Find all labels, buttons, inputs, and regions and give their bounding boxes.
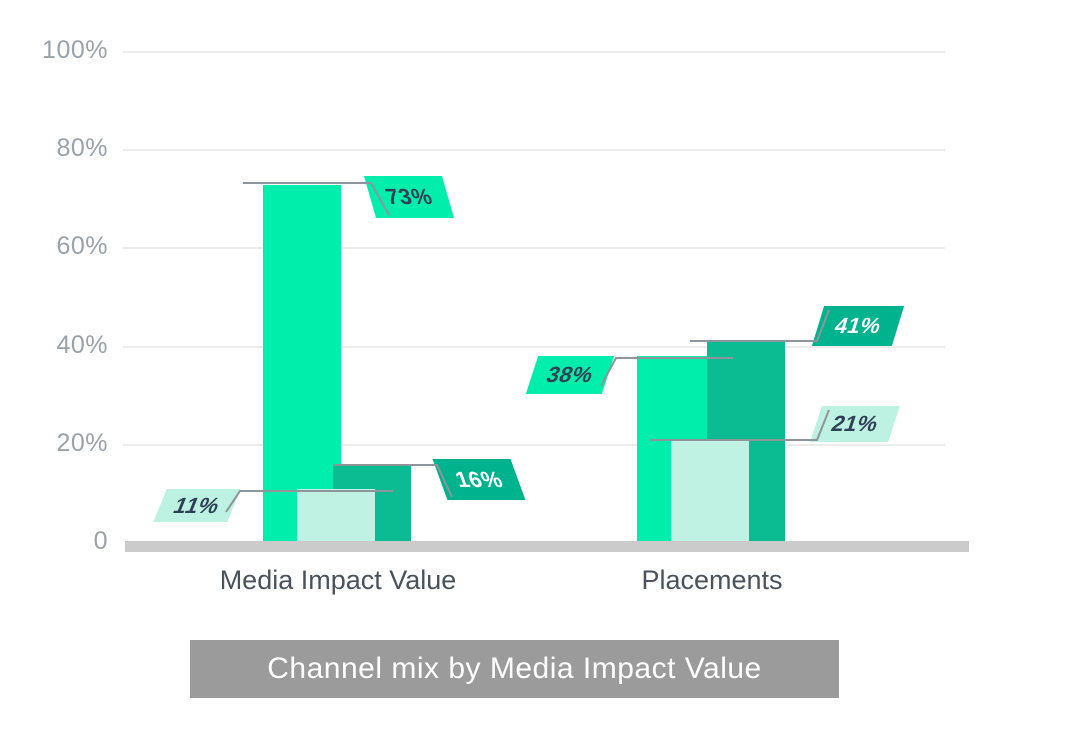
value-callout-media-impact-value-teal: 16% — [432, 459, 526, 500]
y-tick-label-100: 100% — [42, 36, 108, 64]
value-callout-media-impact-value-mint: 11% — [153, 489, 241, 522]
bar-media-impact-value-green — [263, 184, 341, 541]
gridline-60 — [123, 247, 945, 250]
gridline-80 — [123, 149, 945, 152]
bar-media-impact-value-mint — [297, 488, 375, 541]
value-callout-media-impact-value-green: 73% — [363, 176, 455, 218]
value-callout-placements-green: 38% — [525, 356, 615, 394]
y-tick-label-40: 40% — [56, 330, 108, 359]
gridline-20 — [123, 443, 945, 446]
chart-title: Channel mix by Media Impact Value — [190, 640, 839, 698]
gridline-100 — [123, 51, 945, 53]
value-callout-placements-mint: 21% — [810, 406, 900, 442]
x-category-label-placements: Placements — [641, 565, 783, 595]
y-tick-label-60: 60% — [56, 232, 108, 261]
y-tick-label-20: 20% — [56, 428, 108, 457]
value-callout-placements-teal: 41% — [811, 306, 905, 346]
bar-placements-mint — [671, 439, 749, 541]
gridline-40 — [123, 345, 945, 348]
x-category-label-media-impact-value: Media Impact Value — [219, 565, 457, 595]
y-tick-label-80: 80% — [56, 134, 108, 163]
leader-line-placements-teal — [690, 309, 830, 342]
x-axis-baseline — [125, 541, 969, 552]
y-tick-label-0: 0 — [93, 527, 108, 555]
